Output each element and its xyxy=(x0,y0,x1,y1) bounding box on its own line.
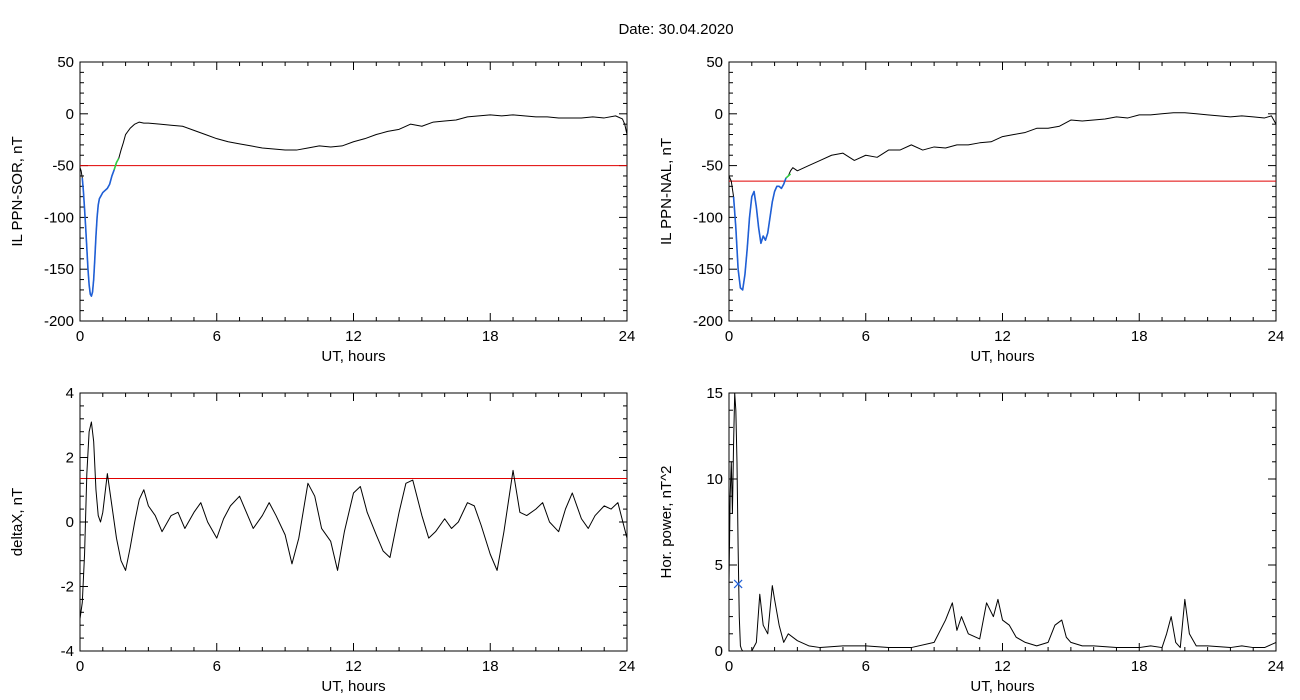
y-tick-label: -200 xyxy=(44,313,74,330)
plot-area xyxy=(80,114,627,297)
y-tick-label: -50 xyxy=(52,158,74,175)
plot-area xyxy=(729,112,1276,291)
x-tick-label: 18 xyxy=(482,658,499,675)
plot-frame xyxy=(79,392,628,652)
x-axis-label: UT, hours xyxy=(970,348,1034,365)
x-tick-label: 12 xyxy=(345,328,362,345)
y-tick-label: 4 xyxy=(66,385,74,402)
y-tick-label: -100 xyxy=(44,209,74,226)
x-tick-label: 6 xyxy=(213,658,221,675)
y-tick-label: -100 xyxy=(693,209,723,226)
y-axis-label: Hor. power, nT^2 xyxy=(658,466,675,579)
chart-panel-hor-power: 0 6 12 18 24 15 10 5 0 UT, hours Hor. power, nT^2 xyxy=(658,385,1284,695)
plot-area xyxy=(80,421,627,619)
y-tick-label: 0 xyxy=(715,643,723,660)
figure-title: Date: 30.04.2020 xyxy=(618,21,733,38)
x-tick-label: 6 xyxy=(862,658,870,675)
y-tick-label: 0 xyxy=(66,514,74,531)
y-tick-label: 0 xyxy=(715,106,723,123)
y-tick-label: -200 xyxy=(693,313,723,330)
chart-panel-delta-x: 0 6 12 18 24 4 2 0 -2 -4 UT, hours deltaX, nT xyxy=(9,385,635,695)
y-tick-label: 50 xyxy=(706,54,723,71)
x-axis-label: UT, hours xyxy=(321,348,385,365)
x-axis-label: UT, hours xyxy=(321,678,385,695)
y-tick-label: 5 xyxy=(715,557,723,574)
y-tick-label: -50 xyxy=(701,158,723,175)
y-tick-label: 10 xyxy=(706,471,723,488)
x-tick-label: 0 xyxy=(725,328,733,345)
x-tick-label: 12 xyxy=(994,658,1011,675)
x-tick-label: 6 xyxy=(213,328,221,345)
plot-frame xyxy=(79,61,628,322)
x-tick-label: 24 xyxy=(1268,328,1285,345)
series-line-index xyxy=(80,114,627,297)
series-line-event-tail xyxy=(785,173,792,179)
y-tick-label: -150 xyxy=(44,261,74,278)
x-tick-label: 24 xyxy=(619,328,636,345)
x-tick-label: 6 xyxy=(862,328,870,345)
y-tick-label: -2 xyxy=(61,579,74,596)
y-axis-label: IL PPN-SOR, nT xyxy=(9,136,26,246)
series-line-event xyxy=(81,169,115,297)
series-line-event xyxy=(732,177,787,291)
series-line-event-tail xyxy=(113,157,120,170)
event-marker xyxy=(733,579,743,589)
y-tick-label: 15 xyxy=(706,385,723,402)
x-tick-label: 24 xyxy=(619,658,636,675)
x-tick-label: 18 xyxy=(482,328,499,345)
x-tick-label: 12 xyxy=(345,658,362,675)
x-tick-label: 18 xyxy=(1131,658,1148,675)
series-line-index xyxy=(729,393,1276,651)
x-tick-label: 12 xyxy=(994,328,1011,345)
y-tick-label: 0 xyxy=(66,106,74,123)
plot-frame xyxy=(728,392,1277,652)
x-tick-label: 18 xyxy=(1131,328,1148,345)
y-tick-label: -150 xyxy=(693,261,723,278)
x-tick-label: 0 xyxy=(76,658,84,675)
series-line-index xyxy=(729,112,1276,291)
x-tick-label: 0 xyxy=(725,658,733,675)
plot-frame xyxy=(728,61,1277,322)
x-tick-label: 0 xyxy=(76,328,84,345)
plot-area xyxy=(729,393,1276,651)
y-axis-label: deltaX, nT xyxy=(9,488,26,556)
chart-panel-ppn-nal: 0 6 12 18 24 50 0 -50 -100 -150 -200 UT, hours IL PP… xyxy=(658,54,1284,365)
chart-panel-ppn-sor: 0 6 12 18 24 50 0 -50 -100 -150 -200 UT, hours IL PP… xyxy=(9,54,635,365)
y-tick-label: -4 xyxy=(61,643,74,660)
y-axis-label: IL PPN-NAL, nT xyxy=(658,138,675,245)
y-tick-label: 2 xyxy=(66,450,74,467)
y-tick-label: 50 xyxy=(57,54,74,71)
x-tick-label: 24 xyxy=(1268,658,1285,675)
series-line-index xyxy=(80,421,627,619)
x-axis-label: UT, hours xyxy=(970,678,1034,695)
